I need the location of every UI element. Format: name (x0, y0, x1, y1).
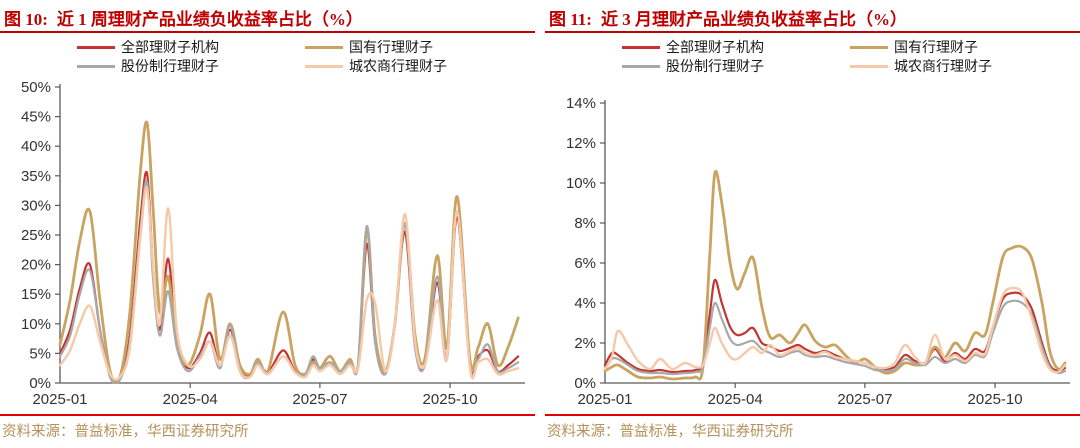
y-tick-label: 4% (574, 295, 596, 312)
series-line-3 (603, 286, 1067, 374)
legend-item: 城农商行理财子 (850, 58, 992, 75)
y-tick-label: 20% (21, 257, 51, 274)
source-text: 资料来源：普益标准，华西证券研究所 (547, 424, 794, 440)
y-tick-label: 14% (566, 95, 596, 112)
x-tick-label: 2025-01 (32, 391, 87, 408)
y-tick-label: 0% (574, 375, 596, 392)
y-tick-label: 10% (21, 316, 51, 333)
chart-title: 近 3 月理财产品业绩负收益率占比（%） (600, 10, 907, 29)
source-text: 资料来源：普益标准，华西证券研究所 (2, 424, 249, 440)
title-underline (545, 31, 1080, 33)
legend-label: 股份制行理财子 (666, 60, 764, 75)
legend-label: 城农商行理财子 (349, 60, 447, 75)
legend-item: 股份制行理财子 (622, 58, 850, 75)
series-line-3 (58, 186, 520, 381)
legend-line-swatch (305, 64, 343, 68)
chart-panel-fig11: 图 11: 近 3 月理财产品业绩负收益率占比（%） 全部理财子机构 国有行理财子… (545, 0, 1080, 448)
legend-item: 全部理财子机构 (77, 39, 305, 56)
legend-line-swatch (77, 64, 115, 68)
legend-line-swatch (77, 45, 115, 49)
x-tick-label: 2025-10 (423, 391, 478, 408)
legend-label: 城农商行理财子 (894, 60, 992, 75)
x-tick-label: 2025-07 (837, 391, 892, 408)
legend-label: 全部理财子机构 (666, 41, 764, 56)
legend-label: 国有行理财子 (894, 41, 978, 56)
y-tick-label: 5% (29, 345, 51, 362)
x-tick-label: 2025-07 (292, 391, 347, 408)
chart-panel-fig10: 图 10: 近 1 周理财产品业绩负收益率占比（%） 全部理财子机构 国有行理财子… (0, 0, 535, 448)
legend-line-swatch (850, 45, 888, 49)
series-line-1 (603, 169, 1067, 381)
y-tick-label: 35% (21, 168, 51, 185)
line-chart-weekly-negative-yield: 0% 5% 10% 15% 20% 25% 30% 35% 40% 45% 50% 2025-01 20… (21, 81, 525, 408)
legend-line-swatch (622, 45, 660, 49)
source-divider (545, 414, 1080, 416)
chart-legend: 全部理财子机构 国有行理财子 股份制行理财子 城农商行理财子 (622, 39, 992, 75)
y-tick-label: 15% (21, 286, 51, 303)
legend-label: 国有行理财子 (349, 41, 433, 56)
legend-label: 股份制行理财子 (121, 60, 219, 75)
legend-item: 国有行理财子 (850, 39, 992, 56)
legend-item: 国有行理财子 (305, 39, 447, 56)
y-tick-label: 25% (21, 227, 51, 244)
chart-title: 近 1 周理财产品业绩负收益率占比（%） (56, 10, 363, 29)
x-tick-label: 2025-01 (577, 391, 632, 408)
figure-label: 图 10: (4, 10, 48, 29)
y-tick-label: 30% (21, 197, 51, 214)
y-tick-label: 8% (574, 215, 596, 232)
legend-line-swatch (622, 64, 660, 68)
title-underline (0, 31, 535, 33)
y-tick-label: 12% (566, 135, 596, 152)
series-line-1 (58, 120, 520, 384)
legend-line-swatch (305, 45, 343, 49)
legend-item: 城农商行理财子 (305, 58, 447, 75)
x-tick-label: 2025-04 (163, 391, 218, 408)
chart-title-row: 图 10: 近 1 周理财产品业绩负收益率占比（%） (4, 5, 363, 30)
legend-item: 股份制行理财子 (77, 58, 305, 75)
y-tick-label: 50% (21, 81, 51, 96)
chart-legend: 全部理财子机构 国有行理财子 股份制行理财子 城农商行理财子 (77, 39, 447, 75)
x-tick-label: 2025-04 (708, 391, 763, 408)
line-chart-quarterly-negative-yield: 0% 2% 4% 6% 8% 10% 12% 14% 2025-01 2025-04 2025-07… (566, 95, 1070, 408)
x-tick-label: 2025-10 (968, 391, 1023, 408)
chart-title-row: 图 11: 近 3 月理财产品业绩负收益率占比（%） (549, 5, 907, 30)
y-tick-label: 40% (21, 138, 51, 155)
y-tick-label: 45% (21, 109, 51, 126)
legend-label: 全部理财子机构 (121, 41, 219, 56)
source-divider (0, 414, 535, 416)
y-tick-label: 10% (566, 175, 596, 192)
y-tick-label: 6% (574, 255, 596, 272)
y-tick-label: 2% (574, 335, 596, 352)
y-tick-label: 0% (29, 375, 51, 392)
legend-item: 全部理财子机构 (622, 39, 850, 56)
legend-line-swatch (850, 64, 888, 68)
figure-label: 图 11: (549, 10, 592, 29)
